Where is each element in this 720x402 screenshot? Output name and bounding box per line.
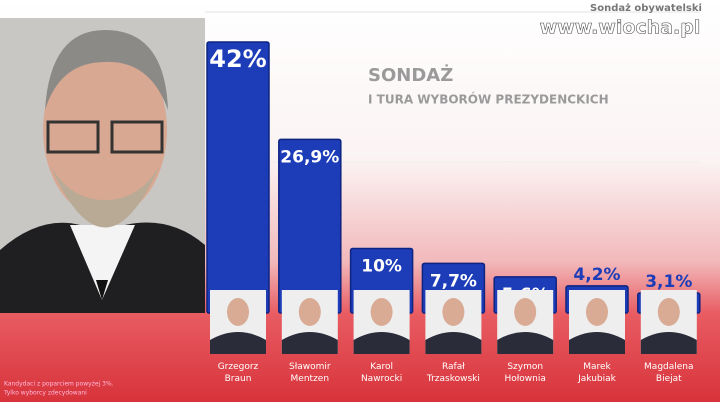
photo-body	[497, 332, 554, 354]
bar	[206, 41, 270, 314]
candidate-photo	[210, 290, 266, 354]
value-label: 26,9%	[280, 147, 339, 167]
x-tick-label: Rafał Trzaskowski	[426, 362, 480, 384]
photo-head	[370, 298, 393, 326]
x-tick-label: Szymon Hołownia	[504, 362, 546, 384]
value-label: 7,7%	[430, 271, 477, 291]
photo-body	[569, 332, 625, 354]
x-tick-label: Magdalena Biejat	[644, 362, 694, 384]
watermark: www.wiocha.pl	[540, 17, 701, 39]
photo-body	[640, 332, 697, 354]
footnote: Tylko wyborcy zdecydowani	[3, 390, 87, 397]
photo-head	[514, 298, 537, 326]
x-tick-label: Grzegorz Braun	[217, 362, 259, 384]
candidate-photo	[281, 290, 338, 354]
x-tick-label: Karol Nawrocki	[360, 362, 403, 384]
value-label: 10%	[361, 256, 402, 276]
value-label: 3,1%	[645, 272, 692, 292]
photo-head	[442, 298, 465, 326]
photo-body	[281, 332, 338, 354]
candidate-photo	[353, 290, 410, 354]
main-portrait	[0, 18, 205, 313]
candidate-photo	[425, 290, 482, 354]
x-tick-label: Marek Jakubiak	[578, 362, 616, 384]
photo-head	[586, 298, 608, 326]
candidate-photo	[640, 290, 697, 354]
photo-body	[425, 332, 482, 354]
chart-subtitle: I TURA WYBORÓW PREZYDENCKICH	[368, 92, 609, 107]
value-label: 42%	[209, 45, 266, 73]
x-tick-label: Sławomir Mentzen	[288, 362, 331, 384]
candidate-photo	[497, 290, 554, 354]
candidate-photo	[569, 290, 625, 354]
footnote: Kandydaci z poparciem powyżej 3%.	[4, 381, 114, 388]
photo-body	[353, 332, 410, 354]
photo-body	[210, 332, 266, 354]
value-label: 4,2%	[573, 265, 620, 285]
photo-head	[657, 298, 680, 326]
photo-head	[298, 298, 321, 326]
chart-title: SONDAŻ	[368, 64, 453, 86]
source: Sondaż obywatelski	[590, 3, 702, 14]
photo-head	[227, 298, 249, 326]
